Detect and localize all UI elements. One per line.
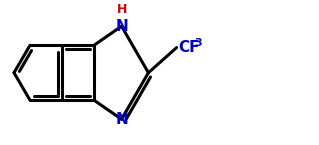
- Text: N: N: [115, 112, 128, 127]
- Text: N: N: [115, 19, 128, 34]
- Text: CF: CF: [179, 40, 200, 55]
- Text: H: H: [117, 3, 128, 16]
- Text: 3: 3: [195, 38, 202, 48]
